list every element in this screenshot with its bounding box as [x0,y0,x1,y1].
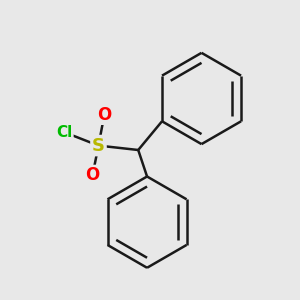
Text: Cl: Cl [56,125,73,140]
Text: O: O [85,166,100,184]
Text: S: S [92,136,105,154]
Text: O: O [97,106,112,124]
